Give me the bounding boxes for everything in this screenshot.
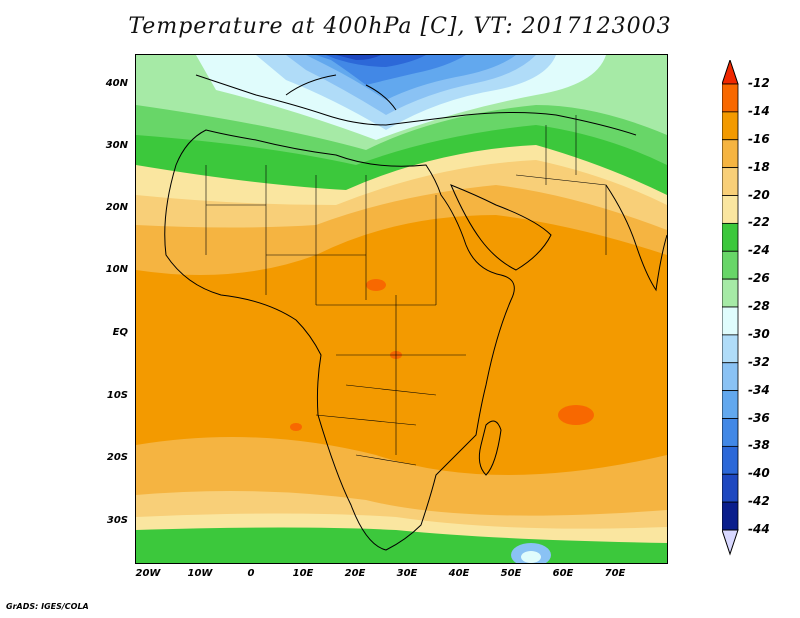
chart-title: Temperature at 400hPa [C], VT: 201712300…	[128, 14, 672, 39]
colorbar	[722, 60, 739, 556]
colorbar-label: -38	[748, 438, 770, 453]
colorbar-bottom-arrow	[722, 529, 739, 556]
lat-label-20n: 20N	[105, 202, 128, 213]
lat-label-20s: 20S	[106, 452, 128, 463]
colorbar-label: -20	[748, 187, 770, 202]
colorbar-label: -14	[748, 103, 770, 118]
colorbar-label: -30	[748, 326, 770, 341]
lon-label-70e: 70E	[604, 568, 626, 579]
colorbar-swatch	[722, 111, 739, 141]
temperature-map	[135, 54, 668, 564]
colorbar-label: -22	[748, 215, 770, 230]
lat-label-30n: 30N	[105, 140, 128, 151]
lat-label-10n: 10N	[105, 264, 128, 275]
colorbar-swatch	[722, 278, 739, 308]
colorbar-label: -12	[748, 76, 770, 90]
lon-label-0: 0	[247, 568, 255, 579]
colorbar-label: -44	[748, 522, 770, 536]
colorbar-swatch	[722, 445, 739, 475]
lat-label-30s: 30S	[106, 515, 128, 526]
colorbar-label: -18	[748, 159, 770, 174]
colorbar-label: -26	[748, 271, 770, 286]
lon-label-40e: 40E	[448, 568, 470, 579]
colorbar-label: -32	[748, 354, 770, 369]
colorbar-swatch	[722, 473, 739, 503]
colorbar-swatch	[722, 167, 739, 196]
lon-label-50e: 50E	[500, 568, 522, 579]
map-coastlines	[164, 74, 667, 551]
colorbar-label: -16	[748, 131, 770, 146]
colorbar-swatch	[722, 250, 739, 280]
colorbar-swatch	[722, 501, 739, 531]
lat-label-40n: 40N	[105, 78, 128, 89]
colorbar-label: -34	[748, 382, 770, 397]
colorbar-label: -42	[748, 494, 770, 509]
temperature-band-42	[336, 55, 381, 60]
colorbar-swatch	[722, 418, 739, 447]
colorbar-label: -24	[748, 243, 770, 258]
colorbar-swatch	[722, 195, 739, 224]
colorbar-label: -28	[748, 299, 770, 313]
lon-label-30e: 30E	[396, 568, 418, 579]
lon-label-60e: 60E	[552, 568, 574, 579]
lon-label-10e: 10E	[292, 568, 314, 579]
colorbar-label: -36	[748, 410, 770, 425]
lat-label-eq: EQ	[112, 327, 128, 338]
colorbar-top-arrow	[722, 60, 739, 85]
temperature-warm-patches	[290, 279, 594, 431]
colorbar-swatch	[722, 362, 739, 392]
lon-label-10w: 10W	[187, 568, 213, 579]
footer-credit: GrADS: IGES/COLA	[6, 602, 89, 611]
map-borders	[205, 115, 607, 466]
lon-label-20w: 20W	[135, 568, 161, 579]
colorbar-swatch	[722, 222, 739, 252]
colorbar-swatch	[722, 83, 739, 113]
colorbar-label: -40	[748, 466, 770, 481]
colorbar-swatch	[722, 139, 739, 169]
colorbar-swatch	[722, 390, 739, 419]
colorbar-swatch	[722, 334, 739, 364]
lon-label-20e: 20E	[344, 568, 366, 579]
colorbar-swatch	[722, 306, 739, 336]
lat-label-10s: 10S	[106, 390, 128, 401]
